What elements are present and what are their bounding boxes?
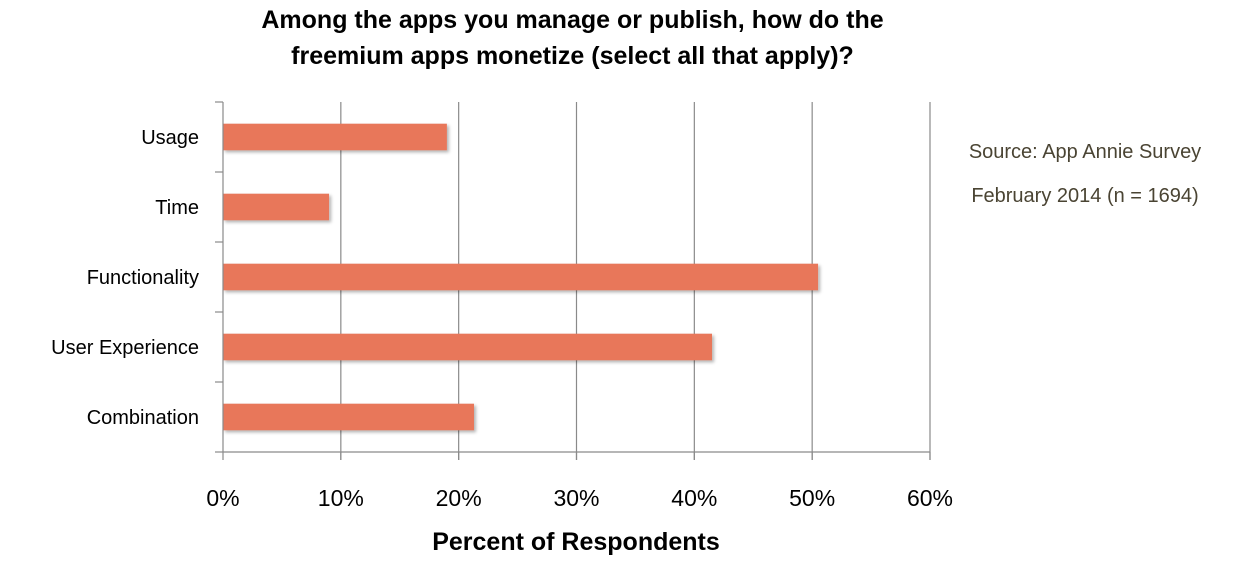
- bar-time: [223, 193, 330, 221]
- bar-combination: [223, 403, 474, 431]
- tick-labels: 0% 10% 20% 30% 40% 50% 60%: [206, 485, 953, 511]
- category-labels: Usage Time Functionality User Experience Com…: [51, 127, 199, 429]
- bars: [223, 123, 819, 431]
- category-label: Usage: [141, 127, 199, 149]
- category-label: Functionality: [87, 267, 199, 289]
- source-line-2: February 2014 (n = 1694): [971, 185, 1199, 207]
- x-axis-label: Percent of Respondents: [432, 528, 720, 556]
- x-tick-label: 50%: [789, 485, 835, 511]
- source-note: Source: App Annie Survey February 2014 (…: [940, 130, 1230, 218]
- x-tick-label: 30%: [553, 485, 599, 511]
- chart-title-line-2: freemium apps monetize (select all that …: [291, 42, 854, 70]
- category-label: User Experience: [51, 337, 199, 359]
- category-label: Time: [155, 197, 199, 219]
- x-tick-label: 20%: [436, 485, 482, 511]
- bar-usage: [223, 123, 447, 151]
- x-tick-label: 0%: [206, 485, 239, 511]
- bar-user-experience: [223, 333, 713, 361]
- x-tick-label: 60%: [907, 485, 953, 511]
- chart-title: Among the apps you manage or publish, ho…: [0, 2, 1145, 74]
- axes: [215, 101, 931, 460]
- x-tick-label: 40%: [671, 485, 717, 511]
- source-line-1: Source: App Annie Survey: [968, 141, 1202, 163]
- bar-functionality: [223, 263, 819, 291]
- category-label: Combination: [87, 407, 199, 429]
- x-tick-label: 10%: [318, 485, 364, 511]
- chart-title-line-1: Among the apps you manage or publish, ho…: [261, 6, 884, 34]
